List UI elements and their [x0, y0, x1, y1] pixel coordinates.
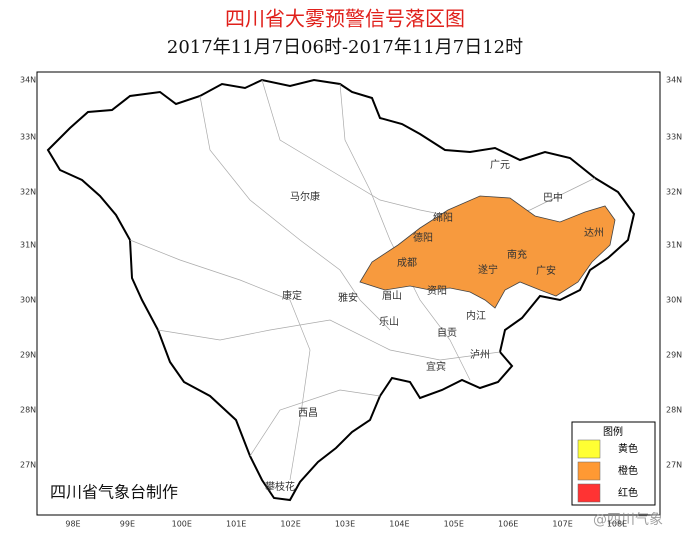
city-label: 广安 [536, 264, 556, 277]
province-outline [46, 78, 636, 502]
legend-swatch [577, 439, 601, 459]
lat-label: 29N [20, 351, 36, 360]
lon-label: 108E [607, 520, 627, 529]
city-label: 成都 [397, 257, 417, 269]
lon-label: 99E [120, 520, 135, 529]
legend-label: 橙色 [618, 464, 638, 477]
city-label: 攀枝花 [265, 480, 295, 493]
lat-label: 32N [20, 188, 36, 197]
city-label: 泸州 [470, 349, 490, 361]
county-borders [129, 79, 596, 481]
city-label: 广元 [490, 159, 510, 171]
lon-label: 100E [172, 520, 192, 529]
frame [36, 71, 661, 516]
lon-label: 102E [280, 520, 300, 529]
lon-label: 107E [552, 520, 572, 529]
subtitle: 2017年11月7日06时-2017年11月7日12时 [167, 37, 523, 58]
lat-label: 27N [666, 461, 682, 470]
city-label: 康定 [282, 289, 302, 302]
legend-title: 图例 [603, 425, 623, 438]
lat-label: 29N [666, 351, 682, 360]
lon-label: 105E [444, 520, 464, 529]
city-label: 马尔康 [290, 190, 320, 203]
lat-label: 28N [20, 406, 36, 415]
legend-swatch [577, 461, 601, 481]
legend-label: 黄色 [618, 442, 638, 455]
city-label: 达州 [584, 227, 604, 239]
lon-label: 104E [389, 520, 409, 529]
lon-label: 101E [226, 520, 246, 529]
lon-label: 98E [65, 520, 80, 529]
city-label: 西昌 [298, 407, 318, 419]
city-label: 眉山 [382, 290, 402, 302]
city-label: 巴中 [543, 191, 563, 204]
city-label: 宜宾 [426, 360, 446, 373]
lat-label: 31N [666, 241, 682, 250]
city-label: 德阳 [413, 231, 433, 244]
city-label: 绵阳 [433, 211, 453, 224]
lat-label: 33N [20, 133, 36, 142]
city-label: 雅安 [338, 291, 358, 304]
lon-label: 106E [498, 520, 518, 529]
city-label: 内江 [466, 309, 486, 322]
lat-label: 30N [20, 296, 36, 305]
city-label: 遂宁 [478, 263, 498, 276]
lat-label: 30N [666, 296, 682, 305]
lat-label: 34N [666, 76, 682, 85]
title: 四川省大雾预警信号落区图 [225, 7, 465, 31]
lat-label: 32N [666, 188, 682, 197]
lat-label: 31N [20, 241, 36, 250]
orange-warning-area [359, 195, 616, 309]
credit: 四川省气象台制作 [50, 483, 178, 502]
lat-label: 33N [666, 133, 682, 142]
city-label: 资阳 [427, 285, 447, 297]
city-label: 自贡 [437, 326, 457, 339]
legend-label: 红色 [618, 486, 638, 499]
lat-label: 34N [20, 76, 36, 85]
city-label: 乐山 [379, 316, 399, 328]
lon-label: 103E [335, 520, 355, 529]
watermark: @四川气象 [593, 512, 663, 528]
lat-label: 28N [666, 406, 682, 415]
city-label: 南充 [507, 248, 527, 261]
lat-label: 27N [20, 461, 36, 470]
legend-swatch [577, 483, 601, 503]
